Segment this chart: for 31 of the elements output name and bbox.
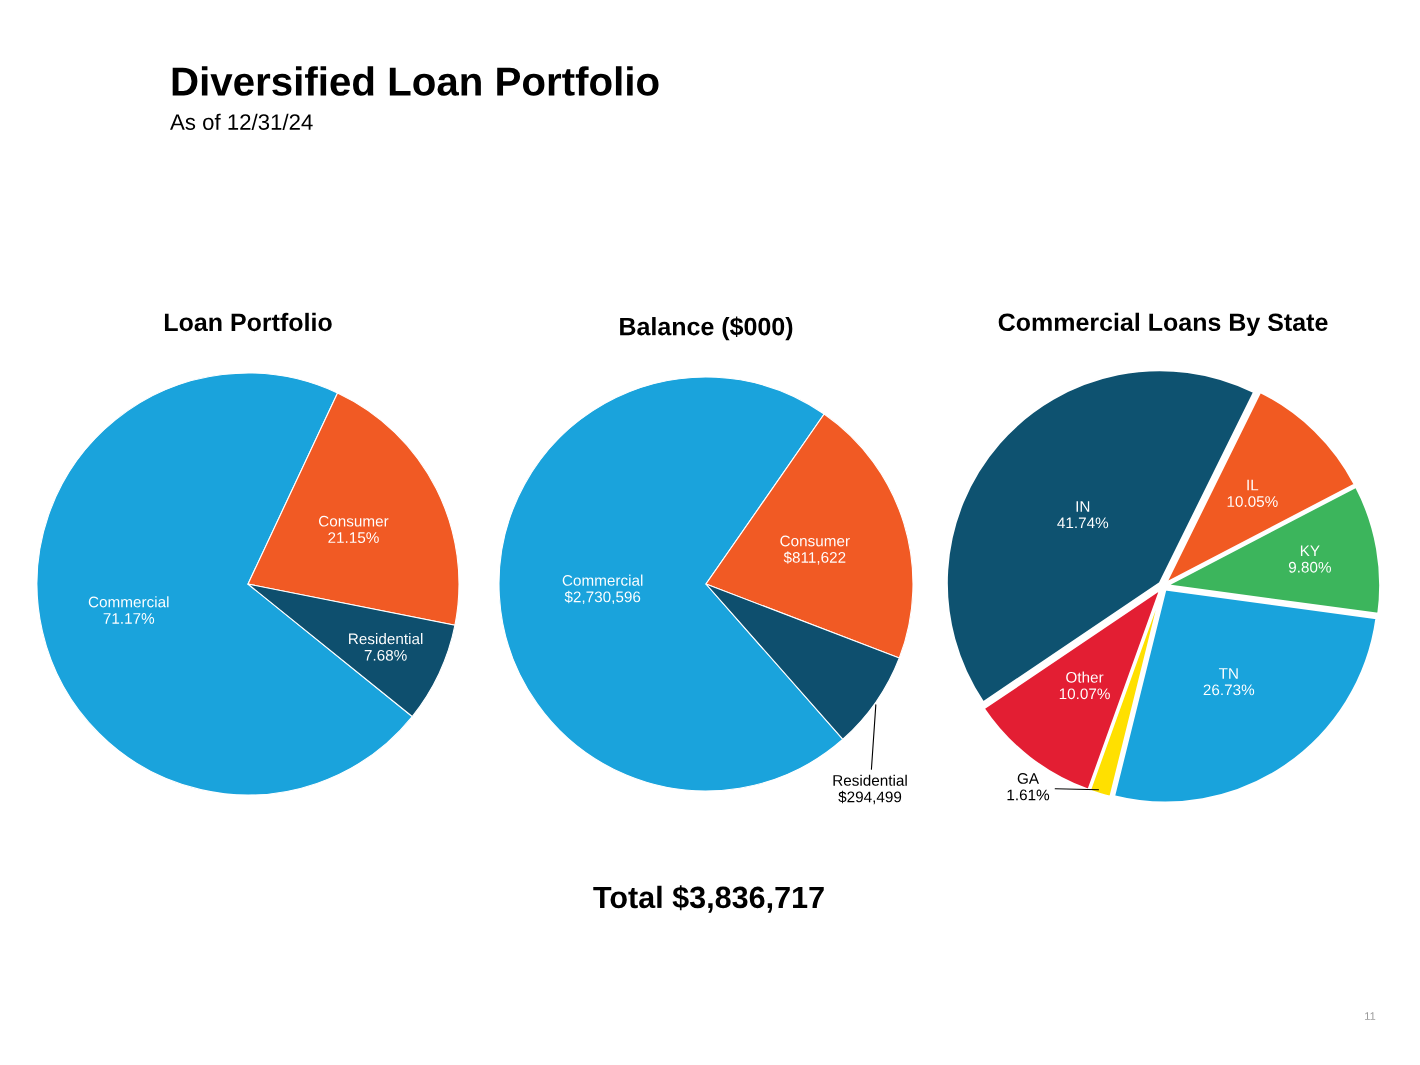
text: Diversified Loan Portfolio bbox=[172, 66, 659, 96]
chart-title: Loan Portfolio bbox=[164, 312, 332, 332]
data-label: 21.15% bbox=[328, 532, 379, 544]
data-label: 7.68% bbox=[364, 649, 407, 661]
data-label: 41.74% bbox=[1057, 517, 1109, 529]
data-label: $2,730,596 bbox=[564, 590, 641, 605]
slice-label: Residential bbox=[833, 774, 907, 786]
chart-title: Commercial Loans By State bbox=[998, 312, 1328, 337]
data-label: 10.05% bbox=[1227, 496, 1278, 507]
data-label: 9.80% bbox=[1288, 561, 1331, 573]
slice-label: TN bbox=[1218, 668, 1238, 679]
data-label: 1.61% bbox=[1007, 789, 1050, 801]
data-label: 71.17% bbox=[103, 613, 155, 624]
text: As of 12/31/24 bbox=[170, 113, 313, 130]
chart-title: Balance ($000) bbox=[620, 316, 793, 341]
data-label: 10.07% bbox=[1059, 688, 1110, 700]
slice-label: KY bbox=[1300, 545, 1320, 557]
slice-label: IL bbox=[1247, 479, 1259, 491]
slice-label: IN bbox=[1076, 501, 1090, 512]
data-label: $294,499 bbox=[838, 790, 902, 805]
text: Total $3,836,717 bbox=[593, 885, 824, 913]
slice-label: Commercial bbox=[562, 574, 643, 586]
slice-label: Other bbox=[1066, 671, 1104, 683]
data-label: 26.73% bbox=[1203, 684, 1255, 696]
slice-label: GA bbox=[1017, 773, 1040, 784]
data-label: $811,622 bbox=[783, 551, 846, 565]
slice-label: Consumer bbox=[780, 535, 850, 547]
slice-label: Consumer bbox=[318, 515, 389, 527]
slice-label: Residential bbox=[349, 633, 423, 645]
slice-label: Commercial bbox=[88, 596, 169, 608]
text: 11 bbox=[1365, 1012, 1376, 1020]
